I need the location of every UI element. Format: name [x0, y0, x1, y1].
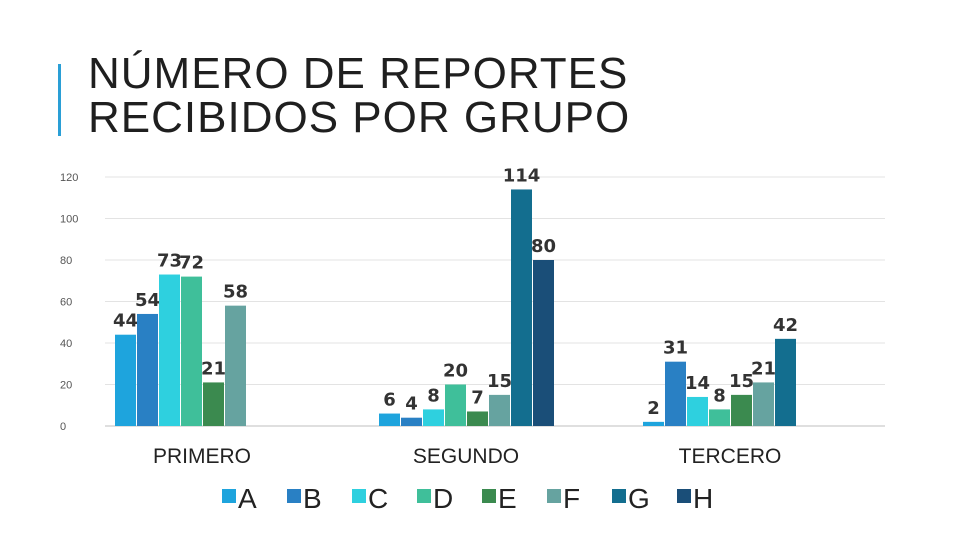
data-label: 21	[751, 358, 776, 379]
bar-d-primero	[181, 276, 202, 426]
bar-a-segundo	[379, 413, 400, 426]
legend-label-d: D	[433, 483, 453, 514]
chart-title-line-1: NÚMERO DE REPORTES	[88, 49, 629, 98]
y-tick-label: 40	[60, 338, 72, 350]
data-label: 14	[685, 373, 710, 394]
y-tick-label: 120	[60, 172, 78, 184]
bar-d-segundo	[445, 384, 466, 426]
y-tick-label: 20	[60, 380, 72, 392]
chart-title: NÚMERO DE REPORTES RECIBIDOS POR GRUPO	[88, 52, 630, 140]
bar-e-primero	[203, 382, 224, 426]
bar-d-tercero	[709, 409, 730, 426]
legend-label-c: C	[368, 483, 388, 514]
bar-c-segundo	[423, 409, 444, 426]
category-label-tercero: TERCERO	[679, 445, 782, 468]
bar-e-tercero	[731, 394, 752, 426]
legend-label-e: E	[498, 483, 517, 514]
bar-g-tercero	[775, 338, 796, 426]
data-label: 20	[443, 361, 468, 382]
chart-title-line-2: RECIBIDOS POR GRUPO	[88, 93, 631, 142]
category-label-primero: PRIMERO	[153, 445, 251, 468]
legend-swatch-b	[287, 489, 301, 503]
y-tick-label: 80	[60, 255, 72, 267]
legend-label-g: G	[628, 483, 650, 514]
data-label: 8	[427, 385, 440, 406]
y-tick-label: 0	[60, 421, 66, 433]
data-label: 114	[503, 165, 541, 186]
legend-label-b: B	[303, 483, 322, 514]
legend-swatch-f	[547, 489, 561, 503]
data-label: 7	[471, 387, 484, 408]
bar-h-segundo	[533, 260, 554, 426]
bar-f-segundo	[489, 394, 510, 426]
bar-f-primero	[225, 305, 246, 426]
legend-label-a: A	[238, 483, 257, 514]
legend-label-f: F	[563, 483, 580, 514]
bar-c-tercero	[687, 396, 708, 426]
data-label: 42	[773, 315, 798, 336]
legend-swatch-a	[222, 489, 236, 503]
legend-swatch-c	[352, 489, 366, 503]
data-label: 58	[223, 282, 248, 303]
data-label: 54	[135, 290, 160, 311]
data-label: 44	[113, 311, 138, 332]
data-label: 8	[713, 385, 726, 406]
data-label: 72	[179, 253, 204, 274]
category-label-segundo: SEGUNDO	[413, 445, 519, 468]
legend-label-h: H	[693, 483, 713, 514]
data-label: 6	[383, 390, 396, 411]
data-label: 80	[531, 236, 556, 257]
bar-c-primero	[159, 274, 180, 426]
bar-a-primero	[115, 334, 136, 426]
data-label: 15	[729, 371, 754, 392]
legend-swatch-h	[677, 489, 691, 503]
bar-f-tercero	[753, 382, 774, 426]
bar-b-segundo	[401, 417, 422, 426]
y-tick-label: 100	[60, 214, 78, 226]
bar-g-segundo	[511, 189, 532, 426]
data-label: 21	[201, 358, 226, 379]
data-label: 31	[663, 338, 688, 359]
bar-a-tercero	[643, 421, 664, 426]
data-label: 2	[647, 398, 660, 419]
title-accent-bar	[58, 64, 61, 136]
bar-b-tercero	[665, 361, 686, 426]
bar-e-segundo	[467, 411, 488, 426]
legend-swatch-g	[612, 489, 626, 503]
legend-swatch-d	[417, 489, 431, 503]
data-label: 73	[157, 251, 182, 272]
bar-b-primero	[137, 313, 158, 426]
y-tick-label: 60	[60, 297, 72, 309]
legend-swatch-e	[482, 489, 496, 503]
data-label: 15	[487, 371, 512, 392]
data-label: 4	[405, 394, 418, 415]
